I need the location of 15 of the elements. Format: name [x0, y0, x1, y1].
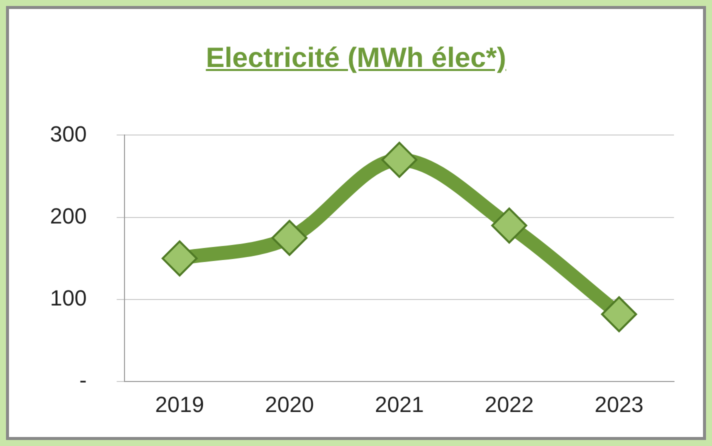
point	[491, 208, 528, 244]
x-tick-label: 2021	[374, 392, 424, 417]
chart-title: Electricité (MWh élec*)	[204, 42, 508, 74]
x-tick-label: 2022	[484, 392, 534, 417]
point	[162, 240, 198, 276]
y-tick-label: 200	[50, 203, 87, 228]
x-tick-label: 2020	[265, 392, 314, 417]
y-tick-label: 300	[50, 121, 87, 146]
point	[271, 220, 308, 256]
x-tick-label: 2019	[155, 392, 204, 417]
point	[381, 142, 418, 178]
x-tick-label: 2023	[594, 392, 644, 417]
y-tick-label: 100	[50, 286, 87, 311]
y-tick-label: -	[79, 368, 87, 393]
point	[601, 296, 638, 332]
